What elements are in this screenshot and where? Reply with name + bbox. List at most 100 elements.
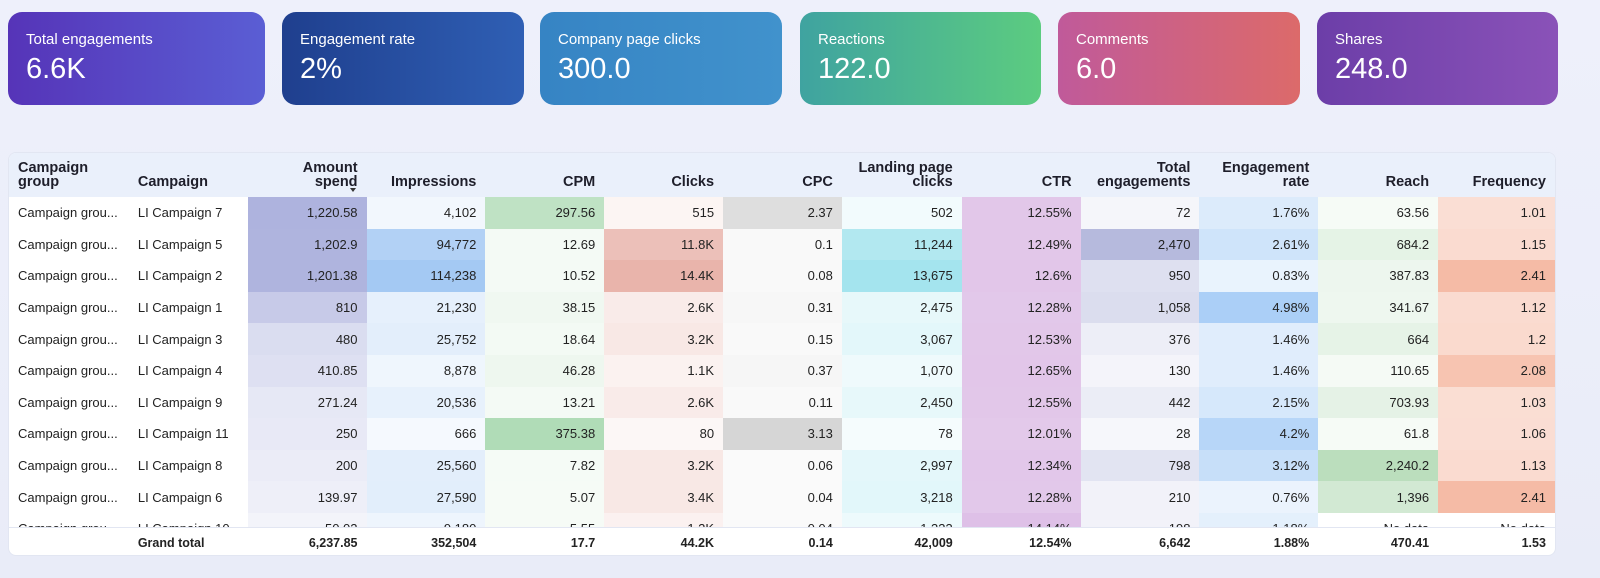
kpi-value: 248.0 [1335,53,1408,85]
table-cell: 18.64 [485,323,605,355]
table-cell: 3.13 [723,418,842,450]
table-cell: 13.21 [485,386,605,419]
table-cell: 8,878 [366,354,486,387]
table-cell: 11,244 [841,228,962,261]
column-header: Engagement rate [1222,160,1310,190]
table-cell: 2,997 [841,449,962,482]
table-cell: 3.12% [1199,449,1319,482]
table-cell: 375.38 [485,418,605,450]
table-row: Campaign grou...LI Campaign 1050.029,180… [9,512,1555,527]
table-cell: 46.28 [485,354,605,387]
total-row: Grand total 6,237.85 352,504 17.7 44.2K 0.14 4… [9,527,1555,555]
table-cell: 12.28% [961,481,1081,513]
table-cell: 12.55% [961,386,1081,419]
total-cell: 0.14 [808,536,833,550]
table-cell: Campaign grou... [18,363,118,379]
kpi-value: 300.0 [558,53,631,85]
kpi-card: Engagement rate 2% [282,12,524,105]
table-cell: 3.2K [604,323,724,355]
table-cell: 200 [247,449,367,482]
table-cell: LI Campaign 10 [129,513,248,527]
table-cell: 1.12 [1438,291,1555,324]
total-cell: 17.7 [570,536,596,550]
table-cell: 2.41 [1438,481,1555,513]
table-cell: 250 [247,418,367,450]
total-cell: 6,642 [1159,536,1191,550]
table-cell: LI Campaign 11 [137,426,229,442]
table-cell: Campaign grou... [18,489,118,505]
table-cell: 3.4K [604,481,724,513]
header-row: Campaign group Campaign Amount spend Impres… [9,153,1555,197]
kpi-value: 6.6K [26,53,86,85]
table-cell: Campaign grou... [18,458,118,474]
table-cell: LI Campaign 9 [137,394,223,410]
table-cell: Campaign grou... [18,300,118,316]
table-cell: 950 [1080,260,1200,292]
table-cell: 271.24 [247,386,367,419]
table-cell: 110.65 [1318,354,1439,387]
table-cell: 12.55% [961,197,1081,229]
table-cell: 0.04 [723,512,842,527]
table-cell: No data [1438,513,1555,527]
table-cell: 1.06 [1438,418,1555,450]
table-cell: 0.76% [1199,481,1319,513]
table-cell: 20,536 [366,386,486,419]
kpi-card: Total engagements 6.6K [8,12,265,105]
table-cell: 1.46% [1199,323,1319,355]
table-row: Campaign grou... LI Campaign 3 480 25,752 18… [9,323,1555,355]
table-cell: Campaign grou... [18,331,118,347]
table-cell: 703.93 [1318,386,1439,419]
table-cell: LI Campaign 3 [137,331,223,347]
table-cell: 72 [1080,197,1200,229]
total-cell: 1.88% [1273,536,1310,550]
table-cell: 13,675 [841,260,962,292]
table-cell: 1,058 [1080,291,1200,324]
table-cell: 1.01 [1438,197,1555,229]
table-cell: 442 [1080,386,1200,419]
table-cell: 12.53% [961,323,1081,355]
table-cell: 5.07 [485,481,605,513]
table-cell: 12.34% [961,449,1081,482]
table-cell: 0.1 [723,228,842,261]
table-cell: 0.08 [723,260,842,292]
table-cell: 5.55 [485,512,605,527]
table-cell: 12.69 [485,228,605,261]
table-cell: Campaign grou... [18,426,118,442]
table-cell: 2.08 [1438,354,1555,387]
table-cell: 2.15% [1199,386,1319,419]
table-cell: Campaign grou... [18,205,118,221]
table-cell: 12.01% [961,418,1081,450]
column-header: Impressions [390,174,477,190]
table-body: Campaign grou... LI Campaign 7 1,220.58 4,1… [9,197,1555,527]
table-cell: 0.83% [1199,260,1319,292]
table-row: Campaign grou... LI Campaign 9 271.24 20,53… [9,386,1555,419]
table-cell: 810 [247,291,367,324]
table-cell: 2.37 [723,197,842,229]
table-cell: 2.41 [1438,260,1555,292]
table-cell: 94,772 [366,228,486,261]
table-cell: 502 [841,197,962,229]
table-cell: 25,560 [366,449,486,482]
table-cell: 28 [1080,418,1200,450]
total-cell: 352,504 [431,536,477,550]
table-cell: LI Campaign 1 [137,300,223,316]
table-cell: 341.67 [1318,291,1439,324]
table-cell: No data [1318,513,1438,527]
table-cell: 12.28% [961,291,1081,324]
table-cell: 3.2K [604,449,724,482]
kpi-value: 2% [300,53,342,85]
kpi-label: Company page clicks [558,31,701,48]
table-cell: 480 [247,323,367,355]
table-cell: 2,470 [1080,228,1200,261]
table-cell: 1.15 [1438,228,1555,261]
table-row: Campaign grou... LI Campaign 4 410.85 8,878… [9,354,1555,387]
table-cell: LI Campaign 5 [137,236,223,252]
table-cell: 684.2 [1318,228,1439,261]
table-cell: 61.8 [1318,418,1439,450]
table-cell: 12.49% [961,228,1081,261]
table-cell: 297.56 [485,197,605,229]
column-header: Landing page clicks [858,160,953,190]
total-cell: 6,237.85 [308,536,358,550]
column-header: CTR [1041,174,1072,190]
total-cell: 470.41 [1390,536,1430,550]
